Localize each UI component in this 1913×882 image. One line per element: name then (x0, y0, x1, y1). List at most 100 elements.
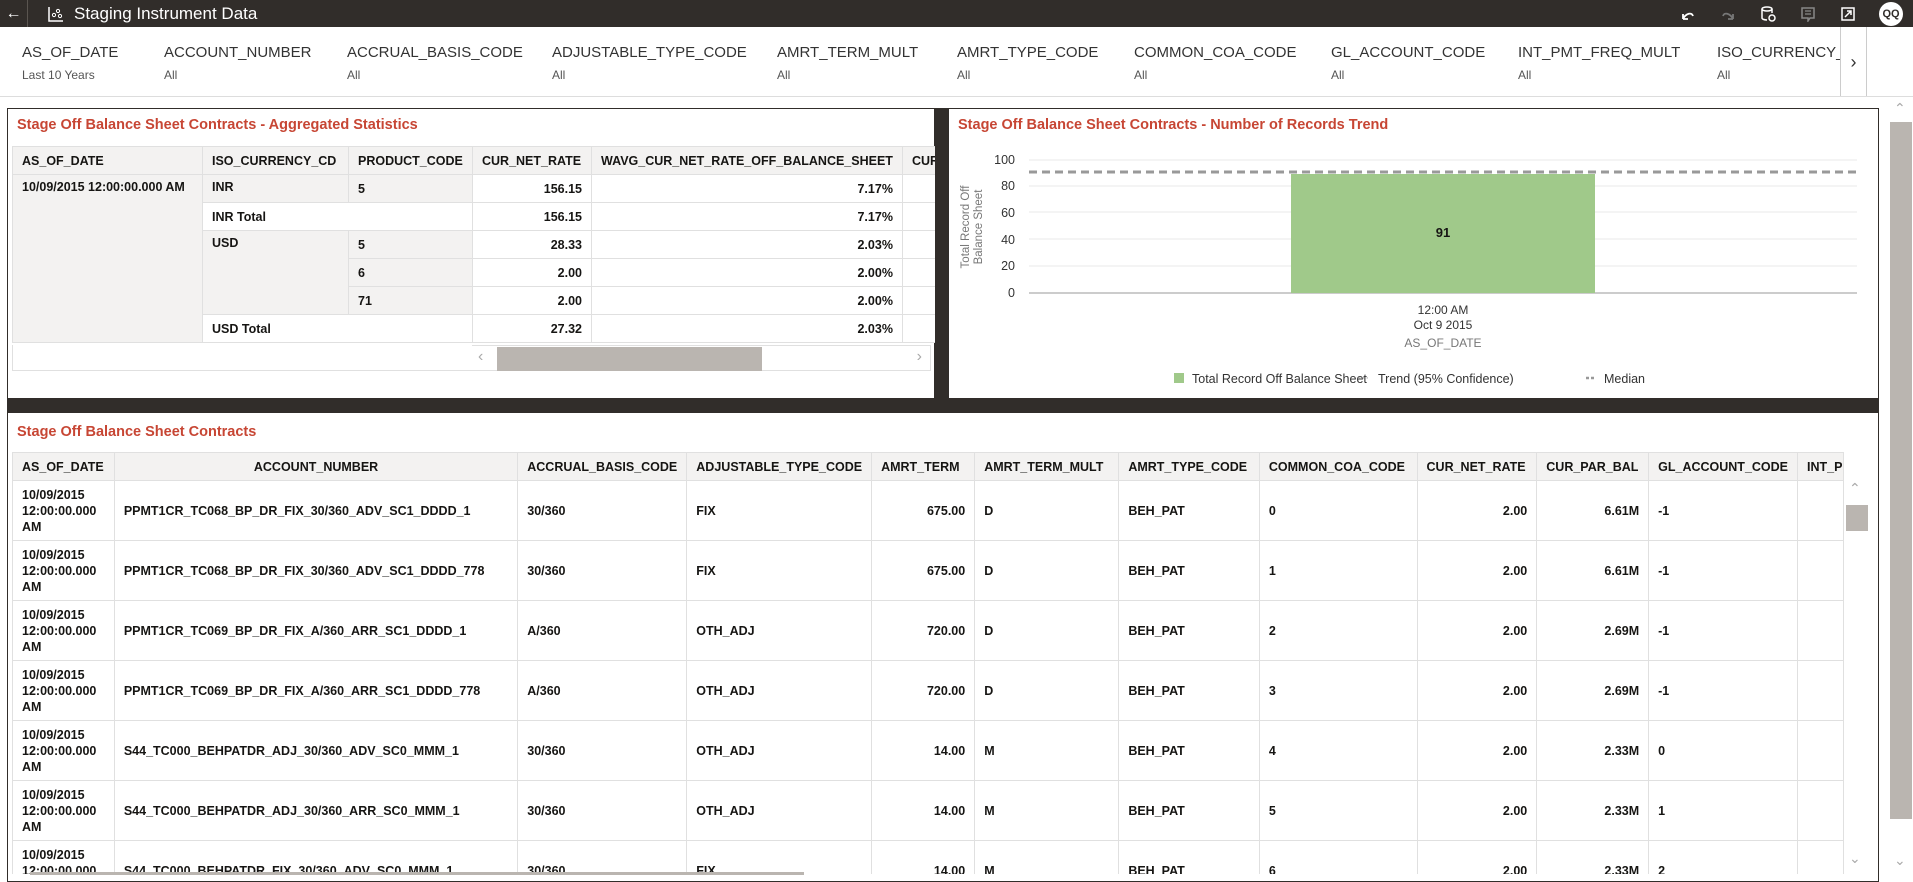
product-cell: 5 (348, 174, 473, 203)
common-coa-cell: 2 (1258, 600, 1418, 661)
amrt-term-cell: 14.00 (871, 840, 976, 874)
currency-cell: USD (202, 230, 349, 315)
panel-divider (7, 399, 1879, 412)
chevron-right-icon[interactable]: › (916, 348, 922, 365)
filter-amrt-term-mult[interactable]: AMRT_TERM_MULT All (777, 44, 919, 82)
cur-net-rate-cell: 28.33 (472, 230, 592, 259)
bar-total-record (1291, 174, 1595, 293)
gl-account-cell: -1 (1648, 480, 1799, 541)
filter-iso-currency-cd[interactable]: ISO_CURRENCY_CDAll (1717, 44, 1840, 82)
column-header[interactable]: AMRT_TERM (871, 452, 976, 481)
column-header[interactable]: COMMON_COA_CODE (1258, 452, 1418, 481)
filter-gl-account-code[interactable]: GL_ACCOUNT_CODE All (1331, 44, 1486, 82)
column-header[interactable]: INT_P (1797, 452, 1844, 481)
page-vertical-scrollbar[interactable]: ⌃ ⌄ (1889, 100, 1913, 875)
comment-icon[interactable] (1799, 5, 1817, 23)
filter-int-pmt-freq-mult[interactable]: INT_PMT_FREQ_MULT All (1518, 44, 1681, 82)
cur-net-rate-cell: 2.00 (1416, 720, 1538, 781)
column-header[interactable]: ACCRUAL_BASIS_CODE (517, 452, 688, 481)
back-button[interactable]: ← (0, 0, 28, 27)
refresh-data-icon[interactable] (1759, 5, 1777, 23)
table-row: USD 5 28.33 2.03% (13, 230, 943, 315)
scrollbar-thumb[interactable] (497, 347, 762, 371)
amrt-term-mult-cell: D (974, 480, 1120, 541)
chevron-left-icon[interactable]: ‹ (478, 348, 484, 365)
product-cell: 5 (348, 230, 473, 259)
filter-as-of-date[interactable]: AS_OF_DATE Last 10 Years (22, 44, 119, 82)
chevron-up-icon[interactable]: ⌃ (1849, 480, 1861, 496)
gl-account-cell: -1 (1648, 540, 1799, 601)
contracts-horizontal-scrollbar[interactable] (30, 872, 804, 875)
cur-net-rate-cell: 2.00 (472, 286, 592, 315)
cur-net-rate-cell: 2.00 (472, 258, 592, 287)
amrt-term-cell: 675.00 (871, 480, 976, 541)
column-header[interactable]: ACCOUNT_NUMBER (113, 452, 519, 481)
chart-legend: Total Record Off Balance Sheet ··· Trend… (1174, 372, 1645, 386)
column-header[interactable]: GL_ACCOUNT_CODE (1648, 452, 1799, 481)
total-label-cell: USD Total (202, 314, 473, 343)
y-tick-label: 20 (1001, 259, 1015, 273)
filter-account-number[interactable]: ACCOUNT_NUMBER All (164, 44, 312, 82)
amrt-type-cell: BEH_PAT (1118, 720, 1260, 781)
y-tick-label: 60 (1001, 206, 1015, 220)
amrt-term-cell: 675.00 (871, 540, 976, 601)
product-cell: 71 (348, 286, 473, 315)
chevron-up-icon[interactable]: ⌃ (1894, 100, 1906, 116)
column-header[interactable]: WAVG_CUR_NET_RATE_OFF_BALANCE_SHEET (591, 146, 903, 175)
records-trend-chart: 100 80 60 40 20 0 Total Record Off Balan… (960, 153, 1857, 386)
pivot-horizontal-scrollbar[interactable]: ‹ › (472, 345, 930, 371)
amrt-term-cell: 14.00 (871, 720, 976, 781)
filter-common-coa-code[interactable]: COMMON_COA_CODE All (1134, 44, 1297, 82)
redo-icon[interactable] (1719, 5, 1737, 23)
column-header[interactable]: PRODUCT_CODE (348, 146, 473, 175)
amrt-type-cell: BEH_PAT (1118, 840, 1260, 874)
chevron-down-icon[interactable]: ⌄ (1849, 850, 1861, 866)
amrt-term-mult-cell: D (974, 660, 1120, 721)
filter-scroll-next-button[interactable]: › (1840, 27, 1867, 96)
accrual-basis-cell: 30/360 (517, 480, 688, 541)
column-header[interactable]: CUR_NET_RATE (472, 146, 592, 175)
account-number-cell: S44_TC000_BEHPATDR_ADJ_30/360_ARR_SC0_MM… (113, 780, 519, 841)
user-avatar[interactable]: QQ (1879, 1, 1903, 26)
column-header[interactable]: AMRT_TERM_MULT (974, 452, 1120, 481)
filter-bar: AS_OF_DATE Last 10 Years ACCOUNT_NUMBER Al… (0, 27, 1913, 97)
table-row: 10/09/2015 12:00:00.000 AM PPMT1CR_TC069_B… (12, 660, 1844, 721)
account-number-cell: S44_TC000_BEHPATDR_FIX_30/360_ADV_SC0_MM… (113, 840, 519, 874)
accrual-basis-cell: 30/360 (517, 540, 688, 601)
scrollbar-thumb[interactable] (1890, 122, 1912, 819)
scrollbar-thumb[interactable] (1846, 505, 1868, 531)
table-row: 10/09/2015 12:00:00.000 AM INR 5 156.15 … (12, 174, 943, 343)
svg-text:Oct 9 2015: Oct 9 2015 (1414, 318, 1473, 332)
amrt-term-cell: 720.00 (871, 660, 976, 721)
filter-accrual-basis-code[interactable]: ACCRUAL_BASIS_CODE All (347, 44, 523, 82)
filter-amrt-type-code[interactable]: AMRT_TYPE_CODE All (957, 44, 1099, 82)
pivot-table: AS_OF_DATE ISO_CURRENCY_CD PRODUCT_CODE … (12, 146, 943, 343)
filter-adjustable-type-code[interactable]: ADJUSTABLE_TYPE_CODE All (552, 44, 747, 82)
chevron-down-icon[interactable]: ⌄ (1894, 852, 1906, 868)
column-header[interactable]: AMRT_TYPE_CODE (1118, 452, 1260, 481)
column-header[interactable]: AS_OF_DATE (12, 452, 115, 481)
gl-account-cell: 0 (1648, 720, 1799, 781)
column-header[interactable]: CUR_PAR_BAL (1536, 452, 1650, 481)
account-number-cell: PPMT1CR_TC069_BP_DR_FIX_A/360_ARR_SC1_DD… (113, 600, 519, 661)
undo-icon[interactable] (1679, 5, 1697, 23)
common-coa-cell: 3 (1258, 660, 1418, 721)
column-header[interactable]: CUR_NET_RATE (1416, 452, 1538, 481)
contracts-vertical-scrollbar[interactable]: ⌃ ⌄ (1844, 480, 1868, 875)
gl-account-cell: 1 (1648, 780, 1799, 841)
svg-text:Balance Sheet: Balance Sheet (973, 189, 985, 265)
column-header[interactable]: ADJUSTABLE_TYPE_CODE (686, 452, 873, 481)
contracts-table-container: AS_OF_DATE ACCOUNT_NUMBER ACCRUAL_BASIS_… (12, 452, 1844, 874)
wavg-cell: 2.03% (591, 314, 903, 343)
cur-par-bal-cell: 6.61M (1536, 540, 1650, 601)
expand-icon[interactable] (1839, 5, 1857, 23)
column-header[interactable]: AS_OF_DATE (12, 146, 203, 175)
column-header[interactable]: ISO_CURRENCY_CD (202, 146, 349, 175)
total-label-cell: INR Total (202, 202, 473, 231)
wavg-cell: 2.03% (591, 230, 903, 259)
